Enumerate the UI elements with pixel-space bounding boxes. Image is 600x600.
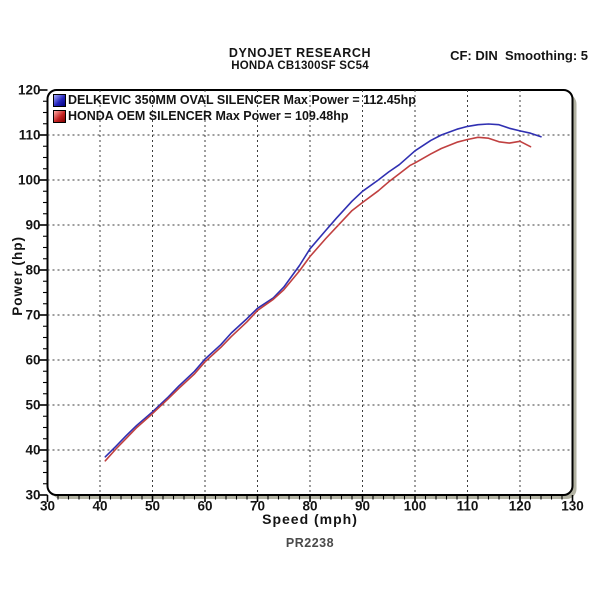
legend-label-honda-oem: HONDA OEM SILENCER Max Power = 109.48hp [68, 109, 349, 123]
x-tick-label: 90 [355, 499, 370, 514]
legend-swatch-honda-oem [53, 110, 66, 123]
x-tick-label: 120 [509, 499, 532, 514]
correction-smoothing-info: CF: DIN Smoothing: 5 [450, 48, 588, 63]
y-tick-label: 50 [25, 398, 40, 413]
series-line-honda-oem [104, 136, 532, 462]
y-tick-label: 40 [25, 443, 40, 458]
legend: DELKEVIC 350MM OVAL SILENCER Max Power =… [53, 93, 416, 124]
run-number: PR2238 [285, 536, 335, 550]
legend-swatch-delkevic [53, 94, 66, 107]
legend-label-delkevic: DELKEVIC 350MM OVAL SILENCER Max Power =… [68, 93, 416, 107]
x-tick-label: 50 [145, 499, 160, 514]
legend-item-honda-oem: HONDA OEM SILENCER Max Power = 109.48hp [53, 109, 416, 124]
x-tick-label: 130 [561, 499, 584, 514]
x-tick-label: 100 [404, 499, 427, 514]
x-tick-label: 70 [250, 499, 265, 514]
y-tick-label: 90 [25, 218, 40, 233]
y-tick-label: 120 [18, 83, 41, 98]
x-tick-label: 30 [40, 499, 55, 514]
y-tick-label: 80 [25, 263, 40, 278]
y-tick-label: 70 [25, 308, 40, 323]
x-tick-label: 40 [92, 499, 107, 514]
report-title: DYNOJET RESEARCH [228, 46, 372, 60]
y-tick-label: 30 [25, 488, 40, 503]
legend-item-delkevic: DELKEVIC 350MM OVAL SILENCER Max Power =… [53, 93, 416, 108]
x-tick-label: 60 [197, 499, 212, 514]
y-tick-label: 100 [18, 173, 41, 188]
y-tick-label: 110 [19, 128, 41, 143]
x-tick-label: 80 [302, 499, 317, 514]
x-axis-label: Speed (mph) [262, 511, 358, 527]
series-line-delkevic [104, 123, 542, 458]
report-subtitle: HONDA CB1300SF SC54 [231, 60, 369, 72]
x-tick-label: 110 [457, 499, 479, 514]
y-axis-label: Power (hp) [10, 236, 25, 316]
y-tick-label: 60 [25, 353, 40, 368]
